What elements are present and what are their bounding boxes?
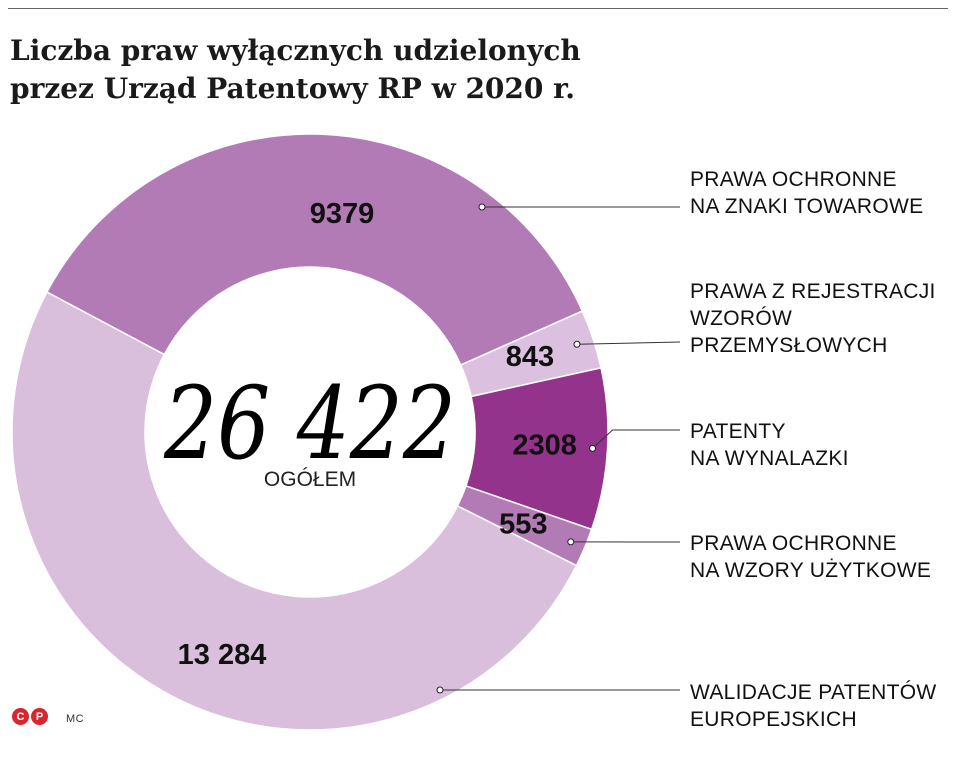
legend-patents-line-2: NA WYNALAZKI (690, 447, 849, 470)
logo-letter-p: P (31, 708, 48, 725)
slice-value-labels: 9379 843 2308 553 13 284 (178, 198, 577, 671)
legend-utility-line-2: NA WZORY UŻYTKOWE (690, 559, 932, 582)
legend-validations-line-1: WALIDACJE PATENTÓW (690, 681, 937, 704)
legend-item-industrial-designs: PRAWA Z REJESTRACJI WZORÓW PRZEMYSŁOWYCH (690, 278, 936, 359)
donut-slices (11, 133, 609, 731)
author-credit: MC (66, 713, 85, 725)
chart-title-line-1: Liczba praw wyłącznych udzielonych (10, 34, 581, 67)
top-rule (8, 8, 948, 9)
slice-european-validations (11, 291, 578, 731)
legend-item-utility-models: PRAWA OCHRONNE NA WZORY UŻYTKOWE (690, 530, 931, 584)
slice-label-trademarks: 9379 (310, 198, 375, 230)
legend-trademarks-line-2: NA ZNAKI TOWAROWE (690, 195, 924, 218)
chart-title: Liczba praw wyłącznych udzielonych przez… (10, 32, 810, 108)
total-label: OGÓŁEM (264, 468, 356, 491)
legend-item-patents: PATENTY NA WYNALAZKI (690, 418, 849, 472)
legend-item-european-validations: WALIDACJE PATENTÓW EUROPEJSKICH (690, 679, 937, 733)
slice-label-patents: 2308 (512, 430, 577, 462)
legend-item-trademarks: PRAWA OCHRONNE NA ZNAKI TOWAROWE (690, 166, 923, 220)
legend-utility-line-1: PRAWA OCHRONNE (690, 532, 897, 555)
total-value: 26 422 (163, 365, 456, 482)
leader-line-patents (592, 429, 680, 449)
leader-lines (436, 203, 681, 694)
leader-dot-utility-models (567, 538, 575, 546)
legend-patents-line-1: PATENTY (690, 420, 786, 443)
legend-validations-line-2: EUROPEJSKICH (690, 708, 857, 731)
leader-dot-industrial-designs (573, 340, 581, 348)
publisher-logo: C P (12, 708, 48, 725)
legend-designs-line-2: WZORÓW (690, 307, 793, 330)
leader-dot-european-validations (436, 686, 444, 694)
leader-line-industrial-designs (576, 341, 681, 345)
slice-label-utility-models: 553 (499, 508, 547, 540)
logo-letter-c: C (12, 708, 29, 725)
chart-title-line-2: przez Urząd Patentowy RP w 2020 r. (10, 72, 576, 105)
legend-trademarks-line-1: PRAWA OCHRONNE (690, 168, 897, 191)
legend-designs-line-1: PRAWA Z REJESTRACJI (690, 280, 936, 303)
legend-designs-line-3: PRZEMYSŁOWYCH (690, 334, 888, 357)
slice-trademarks (45, 133, 584, 367)
slice-label-european-validations: 13 284 (178, 639, 267, 671)
leader-dot-patents (589, 444, 597, 452)
leader-dot-trademarks (478, 203, 486, 211)
slice-label-industrial-designs: 843 (506, 341, 554, 373)
